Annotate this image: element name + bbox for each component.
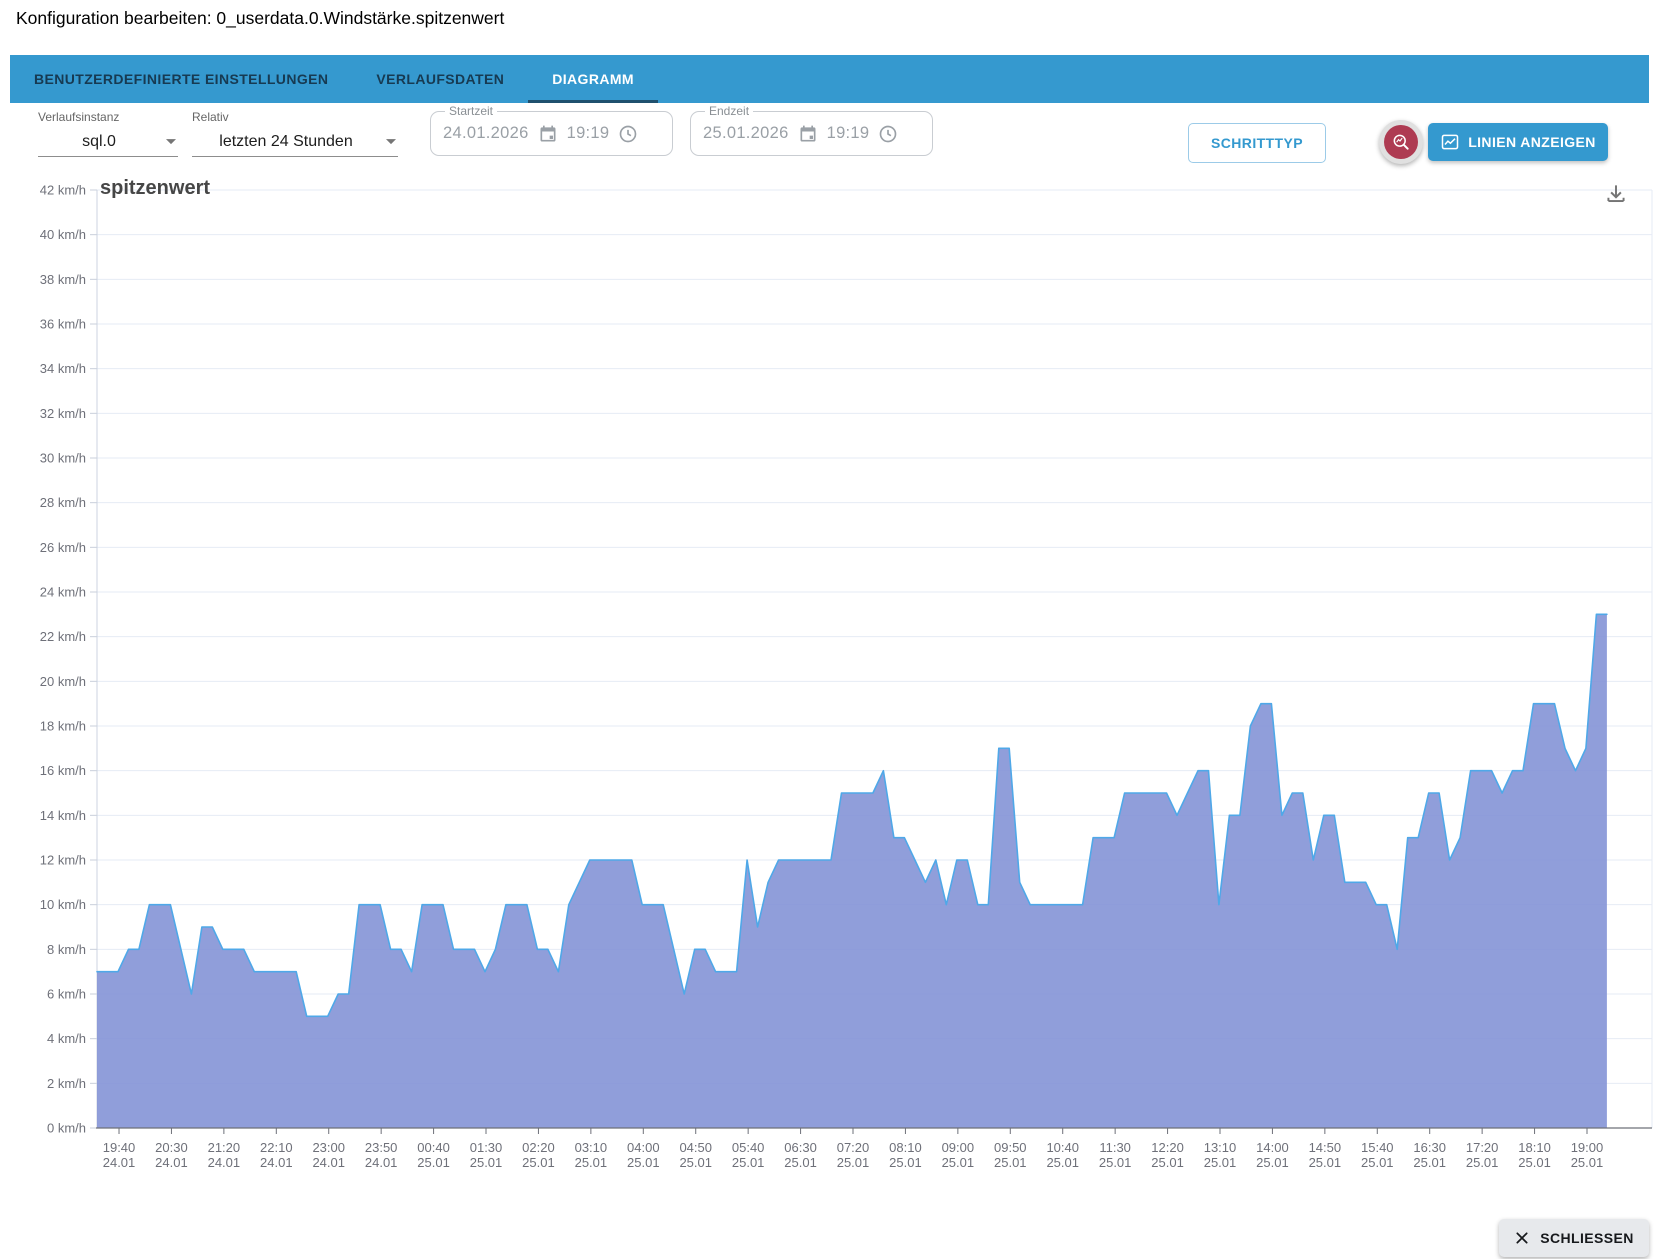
svg-text:30 km/h: 30 km/h <box>40 451 86 466</box>
history-instance-label: Verlaufsinstanz <box>38 110 120 124</box>
end-time-field[interactable]: Endzeit 25.01.2026 19:19 <box>690 104 933 156</box>
end-clock-value[interactable]: 19:19 <box>826 124 870 142</box>
save-chart-image-button[interactable] <box>1603 181 1629 207</box>
tab-history-data[interactable]: VERLAUFSDATEN <box>376 71 505 87</box>
download-icon <box>1607 185 1625 203</box>
svg-text:6 km/h: 6 km/h <box>47 987 86 1002</box>
svg-text:2 km/h: 2 km/h <box>47 1076 86 1091</box>
calendar-icon[interactable] <box>798 124 818 144</box>
magnifier-chart-icon <box>1393 134 1409 150</box>
start-clock-value[interactable]: 19:19 <box>566 124 610 142</box>
svg-text:0 km/h: 0 km/h <box>47 1121 86 1136</box>
svg-text:32 km/h: 32 km/h <box>40 406 86 421</box>
svg-text:36 km/h: 36 km/h <box>40 317 86 332</box>
svg-text:18 km/h: 18 km/h <box>40 719 86 734</box>
end-date-value[interactable]: 25.01.2026 <box>703 124 789 142</box>
chart-title: spitzenwert <box>100 177 211 199</box>
relative-range-label: Relativ <box>192 110 229 124</box>
svg-text:28 km/h: 28 km/h <box>40 495 86 510</box>
svg-text:14 km/h: 14 km/h <box>40 808 86 823</box>
start-date-value[interactable]: 24.01.2026 <box>443 124 529 142</box>
chart-toolbar: Verlaufsinstanz sql.0 Relativ letzten 24… <box>0 104 1659 170</box>
svg-text:38 km/h: 38 km/h <box>40 272 86 287</box>
close-button[interactable]: SCHLIESSEN <box>1499 1219 1649 1257</box>
svg-text:12 km/h: 12 km/h <box>40 853 86 868</box>
history-instance-value: sql.0 <box>82 133 116 150</box>
show-lines-button-label: LINIEN ANZEIGEN <box>1468 134 1596 150</box>
svg-text:20 km/h: 20 km/h <box>40 674 86 689</box>
step-type-button-label: SCHRITTTYP <box>1211 135 1303 151</box>
line-chart-icon <box>1441 134 1459 150</box>
svg-text:26 km/h: 26 km/h <box>40 540 86 555</box>
chevron-down-icon <box>386 139 396 145</box>
close-button-label: SCHLIESSEN <box>1540 1230 1634 1246</box>
history-instance-select[interactable]: Verlaufsinstanz sql.0 <box>38 110 178 157</box>
zoom-chart-button-ring <box>1379 120 1423 164</box>
svg-text:42 km/h: 42 km/h <box>40 183 86 198</box>
svg-text:40 km/h: 40 km/h <box>40 227 86 242</box>
clock-icon[interactable] <box>618 124 638 144</box>
svg-text:24 km/h: 24 km/h <box>40 585 86 600</box>
svg-text:8 km/h: 8 km/h <box>47 942 86 957</box>
end-time-label: Endzeit <box>709 104 750 118</box>
svg-text:4 km/h: 4 km/h <box>47 1031 86 1046</box>
tab-custom-settings[interactable]: BENUTZERDEFINIERTE EINSTELLUNGEN <box>34 71 329 87</box>
start-time-field[interactable]: Startzeit 24.01.2026 19:19 <box>430 104 673 156</box>
page-title: Konfiguration bearbeiten: 0_userdata.0.W… <box>16 8 505 28</box>
x-icon <box>1516 1232 1528 1244</box>
relative-range-select[interactable]: Relativ letzten 24 Stunden <box>192 110 398 157</box>
zoom-chart-button[interactable] <box>1384 125 1418 159</box>
tab-bar: BENUTZERDEFINIERTE EINSTELLUNGEN VERLAUF… <box>10 55 1649 103</box>
svg-text:22 km/h: 22 km/h <box>40 629 86 644</box>
svg-text:34 km/h: 34 km/h <box>40 361 86 376</box>
tab-diagram[interactable]: DIAGRAMM <box>528 55 658 103</box>
clock-icon[interactable] <box>878 124 898 144</box>
start-time-label: Startzeit <box>449 104 494 118</box>
svg-text:10 km/h: 10 km/h <box>40 897 86 912</box>
relative-range-value: letzten 24 Stunden <box>219 133 353 150</box>
chevron-down-icon <box>166 139 176 145</box>
calendar-icon[interactable] <box>538 124 558 144</box>
show-lines-button[interactable]: LINIEN ANZEIGEN <box>1428 123 1608 161</box>
svg-text:16 km/h: 16 km/h <box>40 763 86 778</box>
step-type-button[interactable]: SCHRITTTYP <box>1188 123 1326 163</box>
